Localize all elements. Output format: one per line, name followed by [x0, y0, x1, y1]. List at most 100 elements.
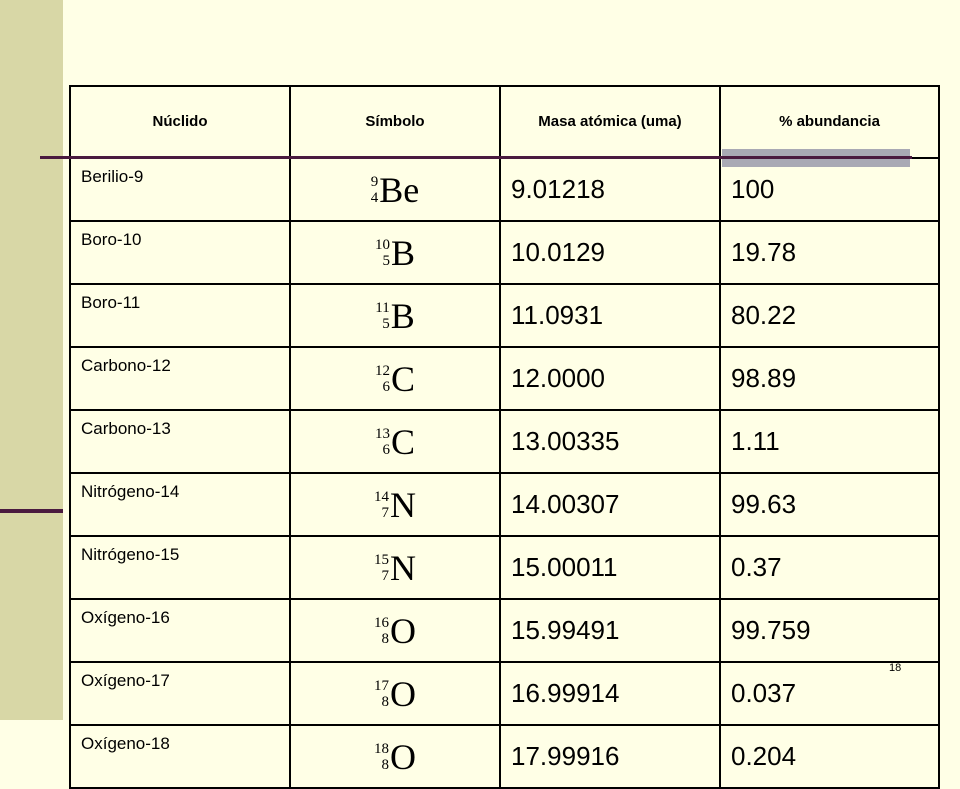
isotope-symbol: 9 4 Be — [371, 169, 420, 211]
atomic-mass: 12.0000 — [499, 346, 721, 411]
abundance: 80.22 — [719, 283, 940, 348]
element-symbol: B — [390, 232, 415, 273]
isotope-symbol: 15 7 N — [374, 547, 416, 589]
symbol-cell: 10 5 B — [289, 220, 501, 285]
isotope-symbol: 13 6 C — [375, 421, 415, 463]
element-symbol: O — [390, 610, 416, 651]
isotope-numbers: 16 8 — [374, 615, 389, 647]
atomic-number: 4 — [370, 189, 379, 206]
divider-line — [40, 156, 912, 159]
mass-number: 14 — [374, 488, 389, 505]
symbol-cell: 15 7 N — [289, 535, 501, 600]
element-symbol: C — [390, 421, 415, 462]
element-symbol: B — [390, 295, 415, 336]
symbol-cell: 11 5 B — [289, 283, 501, 348]
nuclide-name: Carbono-13 — [69, 409, 291, 474]
isotope-numbers: 10 5 — [375, 237, 390, 269]
nuclide-name: Oxígeno-17 — [69, 661, 291, 726]
symbol-cell: 9 4 Be — [289, 157, 501, 222]
atomic-number: 8 — [381, 630, 390, 647]
divider-line — [0, 509, 63, 513]
isotope-table: Núclido Símbolo Masa atómica (uma)% abunda… — [69, 85, 940, 789]
abundance: 100 — [719, 157, 940, 222]
element-symbol: N — [390, 484, 416, 525]
isotope-symbol: 10 5 B — [375, 232, 415, 274]
table-row: Carbono-12 12 6 C 12.0000 98.89 — [69, 346, 940, 411]
atomic-mass: 16.99914 — [499, 661, 721, 726]
mass-number: 9 — [370, 173, 379, 190]
nuclide-name: Carbono-12 — [69, 346, 291, 411]
symbol-cell: 14 7 N — [289, 472, 501, 537]
slide: Núclido Símbolo Masa atómica (uma)% abunda… — [0, 0, 940, 789]
isotope-numbers: 12 6 — [375, 363, 390, 395]
table-row: Oxígeno-18 18 8 O 17.99916 0.204 — [69, 724, 940, 789]
atomic-number: 7 — [381, 504, 390, 521]
header-cell: Núclido — [69, 85, 291, 159]
mass-number: 10 — [374, 236, 390, 253]
abundance: 0.37 — [719, 535, 940, 600]
table-row: Nitrógeno-14 14 7 N 14.00307 99.63 — [69, 472, 940, 537]
abundance: 19.78 — [719, 220, 940, 285]
header-row: Núclido Símbolo Masa atómica (uma)% abunda… — [69, 85, 940, 159]
atomic-mass: 15.99491 — [499, 598, 721, 663]
element-symbol: N — [390, 547, 416, 588]
isotope-numbers: 11 5 — [375, 300, 389, 332]
atomic-number: 8 — [381, 756, 390, 773]
isotope-numbers: 15 7 — [374, 552, 389, 584]
isotope-numbers: 14 7 — [374, 489, 389, 521]
mass-number: 11 — [375, 299, 390, 316]
atomic-number: 7 — [381, 567, 390, 584]
mass-number: 13 — [374, 425, 390, 442]
atomic-mass: 17.99916 — [499, 724, 721, 789]
atomic-number: 6 — [382, 441, 390, 458]
mass-number: 17 — [374, 677, 389, 694]
table-row: Oxígeno-16 16 8 O 15.99491 99.759 — [69, 598, 940, 663]
header-cell: % abundancia — [719, 85, 940, 159]
isotope-symbol: 11 5 B — [375, 295, 414, 337]
table-row: Oxígeno-17 17 8 O 16.99914 0.037 — [69, 661, 940, 726]
atomic-mass: 9.01218 — [499, 157, 721, 222]
mass-number: 15 — [374, 551, 389, 568]
abundance: 0.204 — [719, 724, 940, 789]
isotope-numbers: 13 6 — [375, 426, 390, 458]
table-body: Berilio-9 9 4 Be 9.01218 100 Boro-10 10 5 B 10.012… — [69, 157, 940, 789]
atomic-number: 8 — [381, 693, 390, 710]
symbol-cell: 13 6 C — [289, 409, 501, 474]
abundance: 98.89 — [719, 346, 940, 411]
table-row: Boro-10 10 5 B 10.0129 19.78 — [69, 220, 940, 285]
page-number: 18 — [889, 662, 902, 674]
atomic-number: 5 — [382, 252, 390, 269]
symbol-cell: 18 8 O — [289, 724, 501, 789]
abundance: 99.63 — [719, 472, 940, 537]
abundance: 0.037 — [719, 661, 940, 726]
isotope-symbol: 16 8 O — [374, 610, 416, 652]
isotope-numbers: 18 8 — [374, 741, 389, 773]
symbol-cell: 17 8 O — [289, 661, 501, 726]
nuclide-name: Berilio-9 — [69, 157, 291, 222]
atomic-number: 6 — [382, 378, 390, 395]
isotope-symbol: 12 6 C — [375, 358, 415, 400]
table-row: Berilio-9 9 4 Be 9.01218 100 — [69, 157, 940, 222]
nuclide-name: Boro-11 — [69, 283, 291, 348]
atomic-mass: 14.00307 — [499, 472, 721, 537]
header-cell: Masa atómica (uma) — [499, 85, 721, 159]
isotope-numbers: 17 8 — [374, 678, 389, 710]
element-symbol: O — [390, 736, 416, 777]
nuclide-name: Oxígeno-18 — [69, 724, 291, 789]
symbol-cell: 12 6 C — [289, 346, 501, 411]
atomic-mass: 10.0129 — [499, 220, 721, 285]
element-symbol: Be — [379, 169, 420, 210]
mass-number: 16 — [374, 614, 389, 631]
nuclide-name: Boro-10 — [69, 220, 291, 285]
atomic-number: 5 — [382, 315, 390, 332]
mass-number: 18 — [374, 740, 389, 757]
atomic-mass: 13.00335 — [499, 409, 721, 474]
isotope-symbol: 14 7 N — [374, 484, 416, 526]
isotope-symbol: 18 8 O — [374, 736, 416, 778]
sidebar — [0, 0, 63, 720]
element-symbol: C — [390, 358, 415, 399]
nuclide-name: Nitrógeno-14 — [69, 472, 291, 537]
atomic-mass: 11.0931 — [499, 283, 721, 348]
atomic-mass: 15.00011 — [499, 535, 721, 600]
